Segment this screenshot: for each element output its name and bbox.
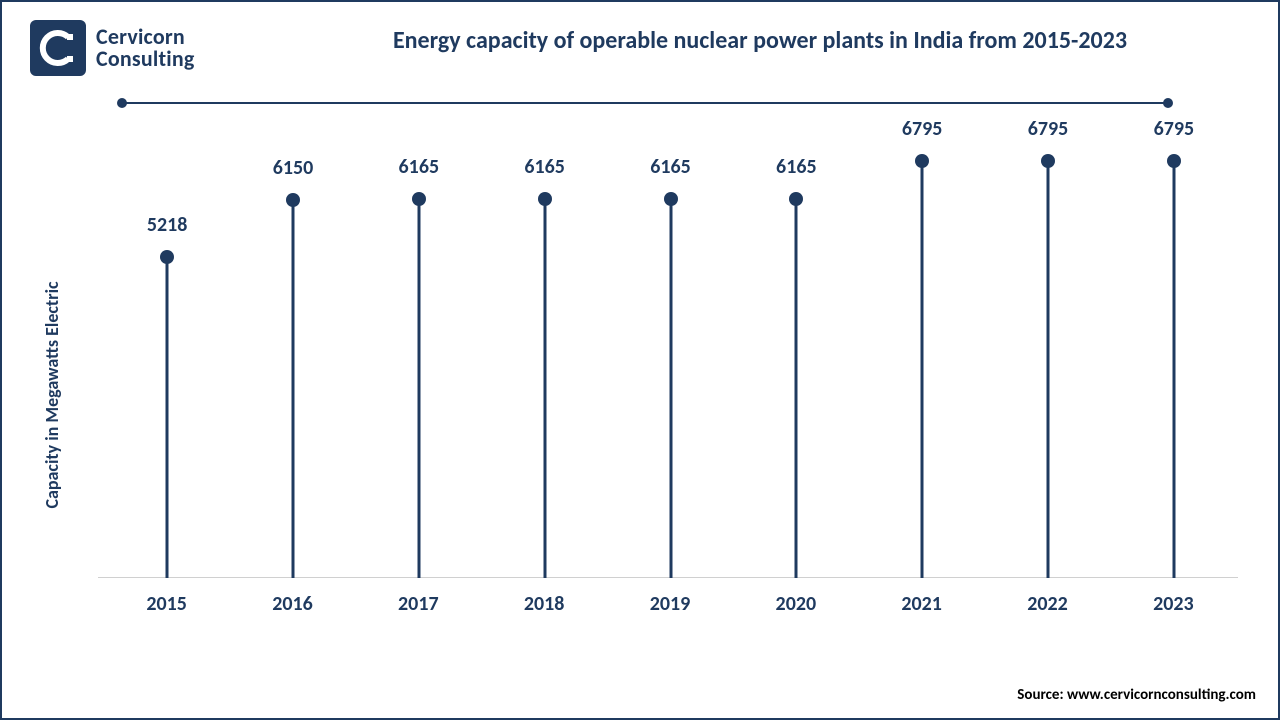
cervicorn-logo-icon — [37, 27, 79, 69]
stem-line — [291, 200, 294, 578]
value-label: 6795 — [1028, 117, 1069, 141]
x-tick-label: 2022 — [1027, 592, 1068, 616]
x-tick-label: 2021 — [901, 592, 942, 616]
stem-marker-icon — [915, 154, 929, 168]
stem-line — [795, 199, 798, 578]
stem-marker-icon — [1041, 154, 1055, 168]
stem-line — [921, 161, 924, 578]
stem-marker-icon — [664, 192, 678, 206]
lollipop-stems: 5218 6150 6165 6165 6165 6165 6795 6795 6795 — [98, 152, 1238, 578]
plot-area: 5218 6150 6165 6165 6165 6165 6795 6795 6795 — [98, 152, 1238, 578]
lollipop-stem: 6165 — [796, 199, 797, 578]
x-tick-label: 2015 — [146, 592, 187, 616]
value-label: 6795 — [902, 117, 943, 141]
lollipop-stem: 6150 — [292, 200, 293, 578]
x-tick-label: 2020 — [776, 592, 817, 616]
x-tick-label: 2016 — [272, 592, 313, 616]
value-label: 6795 — [1154, 117, 1195, 141]
brand-logo: Cervicorn Consulting — [30, 20, 195, 76]
title-underline-rule — [122, 98, 1168, 108]
value-label: 6165 — [650, 155, 691, 179]
lollipop-stem: 6165 — [670, 199, 671, 578]
stem-marker-icon — [789, 192, 803, 206]
stem-line — [417, 199, 420, 578]
stem-line — [1047, 161, 1050, 578]
lollipop-stem: 5218 — [167, 257, 168, 578]
stem-marker-icon — [538, 192, 552, 206]
stem-marker-icon — [412, 192, 426, 206]
value-label: 6165 — [399, 155, 440, 179]
stem-line — [669, 199, 672, 578]
lollipop-stem: 6795 — [922, 161, 923, 578]
value-label: 6165 — [776, 155, 817, 179]
lollipop-stem: 6795 — [1048, 161, 1049, 578]
x-tick-label: 2023 — [1153, 592, 1194, 616]
rule-bar — [122, 102, 1168, 104]
lollipop-stem: 6165 — [418, 199, 419, 578]
brand-logo-mark — [30, 20, 86, 76]
x-tick-label: 2017 — [398, 592, 439, 616]
value-label: 5218 — [147, 213, 188, 237]
brand-logo-text: Cervicorn Consulting — [96, 26, 195, 70]
rule-end-left-icon — [117, 98, 127, 108]
brand-name-line2: Consulting — [96, 48, 195, 70]
lollipop-stem: 6795 — [1173, 161, 1174, 578]
stem-line — [543, 199, 546, 578]
value-label: 6165 — [524, 155, 565, 179]
source-attribution: Source: www.cervicornconsulting.com — [1017, 686, 1256, 704]
stem-line — [1172, 161, 1175, 578]
x-tick-label: 2018 — [524, 592, 565, 616]
stem-line — [166, 257, 169, 578]
stem-marker-icon — [286, 193, 300, 207]
x-tick-label: 2019 — [650, 592, 691, 616]
value-label: 6150 — [273, 156, 314, 180]
x-axis-labels: 2015 2016 2017 2018 2019 2020 2021 2022 2023 — [98, 592, 1238, 620]
stem-marker-icon — [1167, 154, 1181, 168]
chart-title: Energy capacity of operable nuclear powe… — [282, 26, 1238, 55]
stem-marker-icon — [160, 250, 174, 264]
chart-frame: Cervicorn Consulting Energy capacity of … — [0, 0, 1280, 720]
lollipop-stem: 6165 — [544, 199, 545, 578]
rule-end-right-icon — [1163, 98, 1173, 108]
y-axis-label: Capacity in Megawatts Electric — [41, 281, 63, 508]
chart-area: Capacity in Megawatts Electric 521861506… — [62, 152, 1238, 638]
